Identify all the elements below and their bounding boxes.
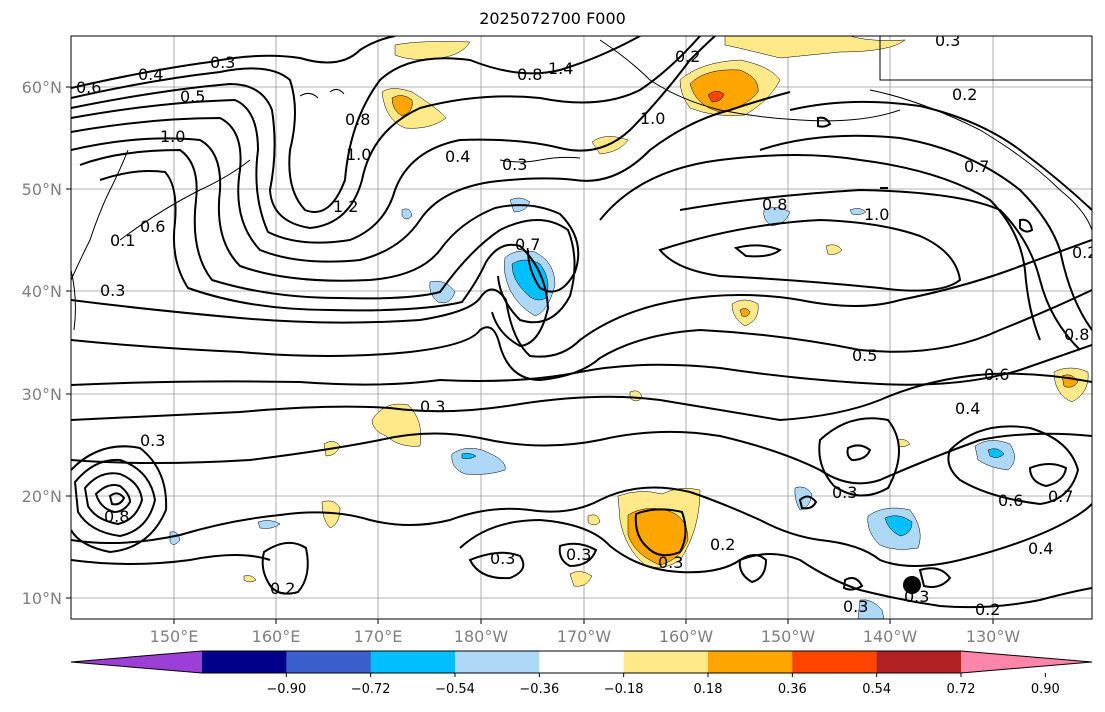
contour-lines xyxy=(71,36,1092,609)
lat-label: 50°N xyxy=(22,180,62,199)
contour-label: 0.3 xyxy=(490,549,515,568)
contour-label: 0.3 xyxy=(210,53,235,72)
contour-label: 1.2 xyxy=(333,197,358,216)
coastlines xyxy=(71,36,1092,331)
colorbar-tick-label: 0.90 xyxy=(1031,682,1060,697)
contour-label: 0.3 xyxy=(935,31,960,50)
contour-label: 0.2 xyxy=(710,535,735,554)
colorbar-bin xyxy=(876,651,962,673)
contour-label: 1.0 xyxy=(160,127,185,146)
contour-label: 1.0 xyxy=(640,109,665,128)
lat-label: 30°N xyxy=(22,385,62,404)
contour-label: 0.6 xyxy=(998,491,1023,510)
contour-label: 1.0 xyxy=(346,145,371,164)
contour-label: 0.2 xyxy=(975,600,1000,619)
lat-label: 10°N xyxy=(22,589,62,608)
contour-label: 0.3 xyxy=(832,483,857,502)
location-marker xyxy=(903,576,921,594)
contour-label: 0.1 xyxy=(110,231,135,250)
colorbar-tick-label: 0.54 xyxy=(862,682,891,697)
contour-label: 0.2 xyxy=(675,47,700,66)
contour-label-group: 0.6 0.4 0.3 0.5 1.0 0.8 1.2 1.0 0.2 1.4 … xyxy=(76,31,1097,619)
colorbar-bin xyxy=(202,651,287,673)
colorbar-tick-label: 0.72 xyxy=(947,682,976,697)
contour-label: 0.6 xyxy=(984,365,1009,384)
latitude-axis xyxy=(66,86,71,599)
colorbar-tick-label: 0.36 xyxy=(778,682,807,697)
contour-label: 0.4 xyxy=(445,147,470,166)
contour-label: 0.8 xyxy=(104,507,129,526)
colorbar-tick-label: −0.36 xyxy=(519,682,559,697)
contour-label: 0.5 xyxy=(852,346,877,365)
contour-label: 0.3 xyxy=(904,587,929,606)
colorbar-bin xyxy=(455,651,540,673)
contour-label: 0.8 xyxy=(762,195,787,214)
contour-label: 0.3 xyxy=(140,431,165,450)
contour-label: 0.4 xyxy=(1028,539,1053,558)
lon-label: 150°E xyxy=(150,627,199,646)
lon-label: 130°W xyxy=(966,627,1021,646)
lon-label: 150°W xyxy=(761,627,816,646)
lat-label: 60°N xyxy=(22,78,62,97)
contour-label: 0.3 xyxy=(420,397,445,416)
colorbar-tick-label: −0.72 xyxy=(351,682,391,697)
lat-label: 40°N xyxy=(22,282,62,301)
colorbar-extension-high xyxy=(961,651,1092,673)
colorbar-bin xyxy=(708,651,793,673)
contour-label: 0.3 xyxy=(843,597,868,616)
lon-label: 170°E xyxy=(354,627,403,646)
contour-label: 0.7 xyxy=(1048,487,1073,506)
colorbar-tick-label: −0.18 xyxy=(604,682,644,697)
colorbar-outline xyxy=(70,650,1093,674)
contour-label: 0.8 xyxy=(1064,325,1089,344)
contour-label: 0.8 xyxy=(517,65,542,84)
lon-label: 170°W xyxy=(557,627,612,646)
negative-shading xyxy=(169,197,1015,619)
colorbar-bin xyxy=(623,651,709,673)
contour-label: 0.3 xyxy=(100,281,125,300)
contour-label: 0.4 xyxy=(138,65,163,84)
lon-label: 160°W xyxy=(659,627,714,646)
colorbar-bin xyxy=(286,651,372,673)
contour-label: 0.2 xyxy=(270,579,295,598)
map-background xyxy=(71,36,1092,619)
contour-label: 0.7 xyxy=(515,235,540,254)
colorbar-tick-label: −0.54 xyxy=(435,682,475,697)
map-content: 0.6 0.4 0.3 0.5 1.0 0.8 1.2 1.0 0.2 1.4 … xyxy=(71,31,1097,619)
contour-label: 0.7 xyxy=(964,157,989,176)
lon-label: 160°E xyxy=(252,627,301,646)
contour-label: 0.2 xyxy=(1072,243,1097,262)
contour-label: 0.2 xyxy=(952,85,977,104)
map-title: 2025072700 F000 xyxy=(479,9,626,28)
colorbar-tick-label: −0.90 xyxy=(266,682,306,697)
contour-label: 1.0 xyxy=(864,205,889,224)
contour-label: 0.3 xyxy=(566,545,591,564)
contour-label: 0.5 xyxy=(180,87,205,106)
contour-label: 1.4 xyxy=(548,59,573,78)
lat-label: 20°N xyxy=(22,487,62,506)
colorbar-tick-label: 0.18 xyxy=(694,682,723,697)
contour-label: 0.8 xyxy=(345,110,370,129)
map-frame xyxy=(70,35,1093,620)
lon-label: 180°W xyxy=(454,627,509,646)
contour-label: 0.4 xyxy=(955,399,980,418)
colorbar: −0.90 −0.72 −0.54 −0.36 −0.18 0.18 0.36 0.54 0.7… xyxy=(70,650,1093,697)
contour-label: 0.3 xyxy=(502,155,527,174)
lon-label: 140°W xyxy=(863,627,918,646)
colorbar-extension-low xyxy=(71,651,202,673)
colorbar-bin xyxy=(370,651,456,673)
colorbar-bin xyxy=(792,651,878,673)
colorbar-bin xyxy=(539,651,625,673)
contour-label: 0.3 xyxy=(658,553,683,572)
contour-label: 0.6 xyxy=(76,78,101,97)
contour-label: 0.6 xyxy=(140,217,165,236)
longitude-axis xyxy=(173,619,994,624)
